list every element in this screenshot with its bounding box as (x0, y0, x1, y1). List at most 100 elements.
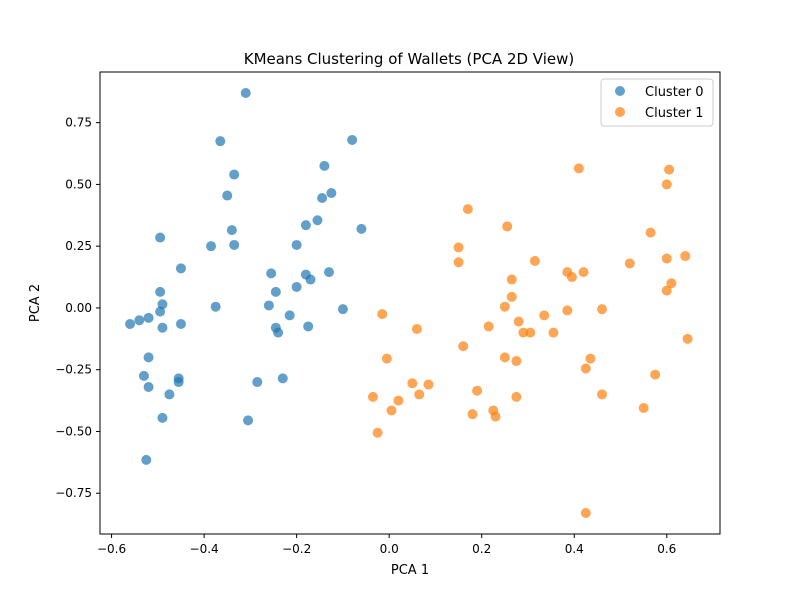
legend-marker-cluster-0 (615, 86, 625, 96)
cluster-0-point (143, 382, 154, 392)
cluster-0-point (175, 263, 186, 274)
cluster-0-point (222, 190, 233, 201)
y-axis-label: PCA 2 (28, 284, 43, 322)
cluster-0-point (215, 136, 226, 147)
cluster-0-point (284, 310, 295, 321)
cluster-1-point (650, 369, 661, 380)
x-tick-label: 0.0 (380, 542, 399, 556)
cluster-0-point (326, 188, 337, 199)
y-tick-label: −0.25 (55, 363, 92, 377)
cluster-0-point (134, 315, 145, 326)
cluster-1-point (562, 305, 573, 316)
legend-marker-cluster-1 (615, 107, 625, 117)
cluster-1-point (511, 356, 522, 367)
cluster-1-point (386, 405, 397, 416)
cluster-1-point (661, 179, 672, 190)
cluster-1-point (453, 242, 464, 253)
cluster-1-point (458, 341, 469, 352)
cluster-1-point (539, 310, 550, 321)
cluster-1-point (381, 353, 392, 364)
points-layer (125, 88, 693, 518)
cluster-0-point (347, 134, 358, 145)
x-axis-ticks: −0.6 −0.4 −0.2 0.0 0.2 0.4 0.6 (97, 534, 676, 556)
x-tick-label: −0.2 (282, 542, 311, 556)
y-tick-label: −0.75 (55, 486, 92, 500)
cluster-1-point (372, 427, 383, 438)
cluster-1-point (490, 411, 501, 422)
cluster-1-point (624, 258, 635, 269)
cluster-1-point (682, 333, 693, 344)
cluster-1-point (393, 395, 404, 406)
cluster-0-point (143, 352, 154, 363)
cluster-1-point (506, 274, 517, 285)
cluster-0-point (303, 321, 314, 332)
y-tick-label: 0.25 (65, 239, 92, 253)
cluster-0-point (210, 301, 221, 312)
x-tick-label: 0.2 (472, 542, 491, 556)
cluster-1-point (518, 327, 529, 338)
cluster-0-point (143, 312, 154, 323)
cluster-1-point (411, 323, 422, 334)
cluster-1-point (423, 379, 434, 390)
cluster-1-point (506, 291, 517, 302)
x-axis-label: PCA 1 (391, 563, 429, 578)
cluster-1-point (525, 327, 536, 338)
plot-frame (99, 71, 721, 535)
cluster-0-point (240, 88, 251, 98)
cluster-0-point (300, 220, 311, 231)
cluster-1-point (414, 389, 425, 400)
cluster-0-point (141, 454, 152, 465)
cluster-1-point (664, 164, 675, 175)
cluster-1-point (499, 301, 510, 312)
cluster-1-point (638, 403, 649, 413)
cluster-0-point (206, 241, 217, 252)
chart-title: KMeans Clustering of Wallets (PCA 2D Vie… (244, 50, 575, 68)
cluster-0-point (125, 319, 136, 329)
legend: Cluster 0 Cluster 1 (600, 78, 714, 127)
cluster-1-point (467, 409, 478, 420)
cluster-0-point (291, 239, 302, 250)
cluster-0-point (164, 389, 175, 400)
x-tick-label: 0.4 (565, 542, 584, 556)
cluster-0-point (175, 319, 186, 329)
cluster-1-point (377, 309, 388, 320)
cluster-0-point (157, 412, 168, 423)
cluster-1-point (513, 316, 524, 327)
cluster-1-point (502, 221, 513, 232)
cluster-0-point (312, 215, 323, 226)
y-tick-label: −0.50 (55, 424, 92, 438)
cluster-0-point (277, 373, 288, 384)
x-tick-label: 0.6 (657, 542, 676, 556)
cluster-1-point (529, 256, 540, 266)
cluster-0-point (226, 225, 237, 236)
cluster-0-point (138, 370, 149, 381)
legend-frame (600, 78, 714, 127)
cluster-1-point (597, 389, 608, 400)
cluster-1-point (580, 508, 591, 518)
cluster-0-point (173, 377, 184, 388)
cluster-1-point (578, 267, 589, 278)
cluster-1-point (645, 227, 656, 238)
x-tick-label: −0.6 (97, 542, 126, 556)
cluster-1-point (666, 278, 677, 289)
cluster-0-point (356, 223, 367, 234)
cluster-0-point (155, 232, 166, 243)
cluster-1-point (483, 321, 494, 332)
x-tick-label: −0.4 (190, 542, 219, 556)
cluster-0-point (266, 268, 277, 279)
cluster-0-point (229, 239, 240, 250)
legend-label-cluster-0: Cluster 0 (645, 85, 704, 100)
cluster-1-point (580, 363, 591, 374)
cluster-0-point (155, 286, 166, 297)
cluster-1-point (548, 327, 559, 338)
cluster-0-point (324, 267, 335, 278)
cluster-1-point (661, 253, 672, 264)
y-tick-label: 0.75 (65, 116, 92, 130)
cluster-0-point (155, 306, 166, 317)
cluster-0-point (317, 193, 328, 203)
y-axis-ticks: −0.75 −0.50 −0.25 0.00 0.25 0.50 0.75 (55, 116, 100, 500)
cluster-1-point (367, 391, 378, 402)
cluster-1-point (472, 385, 483, 396)
